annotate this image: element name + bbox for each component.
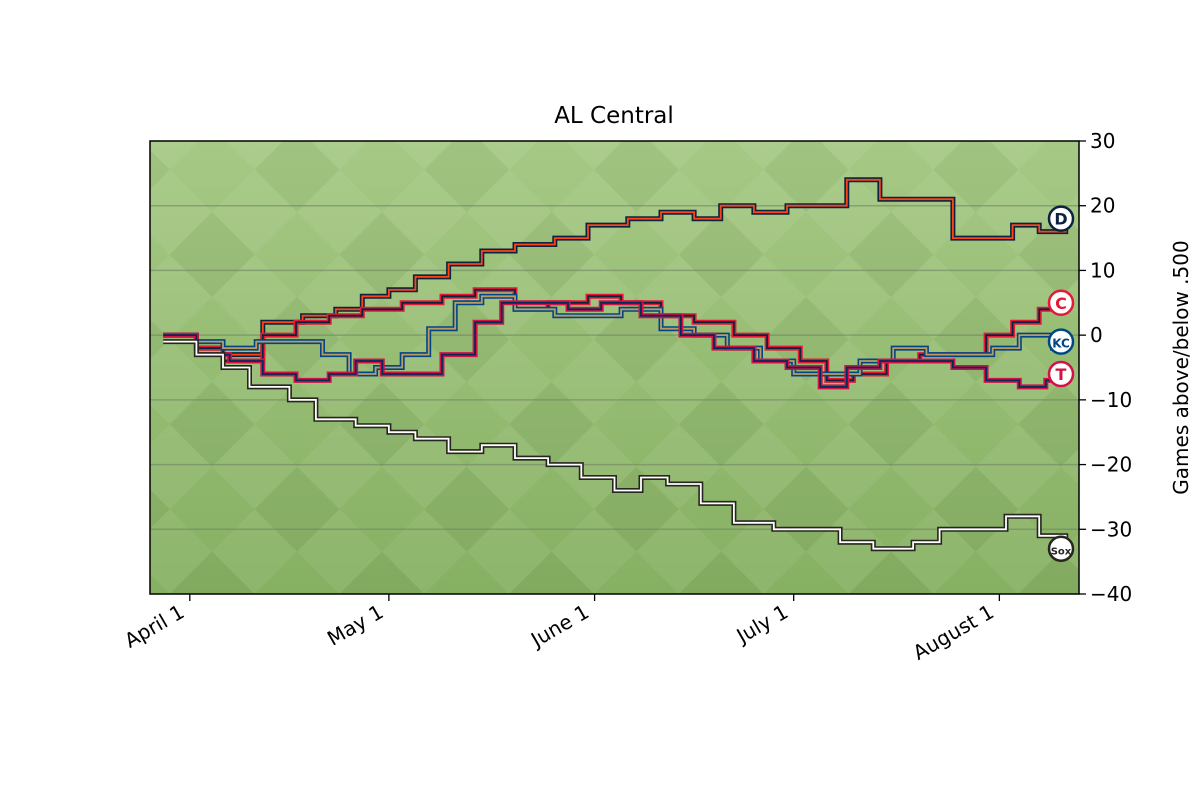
series-lines xyxy=(163,177,1069,552)
plot-frame xyxy=(149,140,1080,595)
y-tick-label: 0 xyxy=(1090,323,1103,347)
team-logo-mark: KC xyxy=(1052,337,1070,351)
x-tick-label: August 1 xyxy=(909,600,998,665)
series-line xyxy=(163,339,1069,552)
x-tick-label: May 1 xyxy=(323,600,387,651)
y-tick-label: −10 xyxy=(1090,388,1132,412)
y-tick-label: 30 xyxy=(1090,129,1115,153)
team-logo-mark: T xyxy=(1056,365,1067,384)
team-logo-icon: D xyxy=(1047,205,1075,232)
plot-background xyxy=(150,141,1079,594)
x-tick-label: June 1 xyxy=(525,600,593,653)
team-logo-icon: KC xyxy=(1047,328,1075,355)
y-tick-label: 10 xyxy=(1090,258,1115,282)
x-tick-label: July 1 xyxy=(731,600,792,649)
series-line-inner xyxy=(163,340,1067,550)
y-tick-label: −20 xyxy=(1090,453,1132,477)
team-logo-icon: Sox xyxy=(1047,535,1075,562)
team-logo-mark: C xyxy=(1055,294,1067,313)
series-line-inner xyxy=(163,301,1067,388)
x-axis: April 1 May 1 June 1 July 1 August 1 xyxy=(120,594,1001,665)
series-line-inner xyxy=(163,295,1067,375)
team-logo-mark: Sox xyxy=(1051,547,1072,558)
x-tick-label: April 1 xyxy=(120,600,188,653)
series-line xyxy=(163,293,1069,377)
y-tick-label: 20 xyxy=(1090,194,1115,218)
team-logo-icon: T xyxy=(1047,360,1075,388)
y-axis: 30 20 10 0 −10 −20 −30 −40 xyxy=(1079,129,1132,606)
team-logos: D C KC T Sox xyxy=(1047,205,1075,562)
team-logo-mark: D xyxy=(1054,210,1067,229)
team-logo-icon: C xyxy=(1047,289,1075,317)
chart-title: AL Central xyxy=(554,103,674,129)
series-line xyxy=(163,300,1069,390)
y-tick-label: −40 xyxy=(1090,582,1132,606)
y-axis-label: Games above/below .500 xyxy=(1169,240,1193,494)
y-tick-label: −30 xyxy=(1090,517,1132,541)
